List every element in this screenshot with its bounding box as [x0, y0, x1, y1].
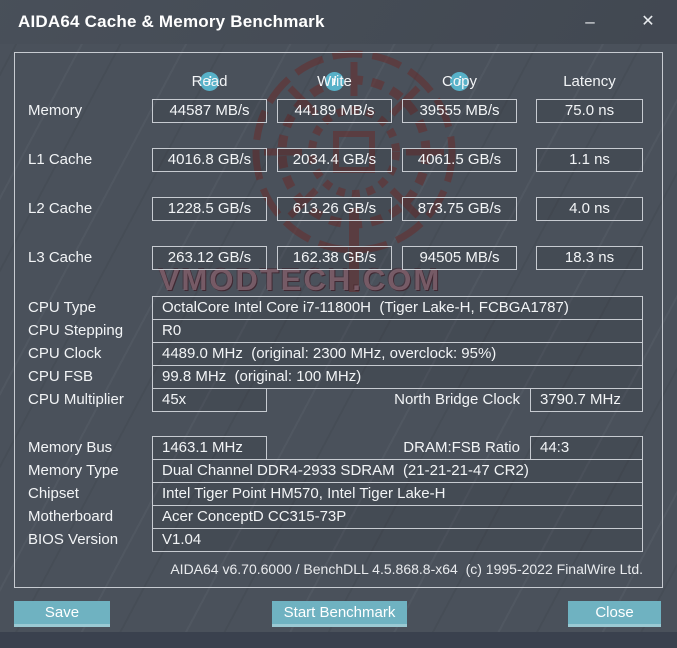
dram-fsb-ratio-value: 44:3	[530, 436, 643, 460]
cpu-type-value: OctalCore Intel Core i7-11800H (Tiger La…	[152, 296, 643, 320]
l2-copy-value: 873.75 GB/s	[402, 197, 517, 221]
l1-latency-value: 1.1 ns	[536, 148, 643, 172]
l1-read-value: 4016.8 GB/s	[152, 148, 267, 172]
motherboard-value: Acer ConceptD CC315-73P	[152, 505, 643, 529]
cpu-multiplier-value: 45x	[152, 388, 267, 412]
l3-latency-value: 18.3 ns	[536, 246, 643, 270]
l2-read-value: 1228.5 GB/s	[152, 197, 267, 221]
l2-write-value: 613.26 GB/s	[277, 197, 392, 221]
close-button[interactable]: Close	[568, 601, 661, 627]
memory-read-value: 44587 MB/s	[152, 99, 267, 123]
start-benchmark-button[interactable]: Start Benchmark	[272, 601, 407, 627]
write-info-icon[interactable]: i	[325, 71, 344, 91]
version-footer: AIDA64 v6.70.6000 / BenchDLL 4.5.868.8-x…	[170, 561, 643, 577]
north-bridge-clock-label: North Bridge Clock	[394, 391, 520, 408]
l1-write-value: 2034.4 GB/s	[277, 148, 392, 172]
l3-write-value: 162.38 GB/s	[277, 246, 392, 270]
l3-read-value: 263.12 GB/s	[152, 246, 267, 270]
row-label-l2-cache: L2 Cache	[28, 200, 93, 217]
row-label-l3-cache: L3 Cache	[28, 249, 93, 266]
read-info-icon[interactable]: i	[200, 71, 219, 91]
cpu-stepping-value: R0	[152, 319, 643, 343]
row-label-cpu-fsb: CPU FSB	[28, 368, 94, 385]
row-label-l1-cache: L1 Cache	[28, 151, 93, 168]
column-header-copy: Copy i	[402, 70, 517, 92]
close-icon[interactable]: ✕	[641, 13, 655, 30]
bios-version-value: V1.04	[152, 528, 643, 552]
cpu-fsb-value: 99.8 MHz (original: 100 MHz)	[152, 365, 643, 389]
column-header-read: Read i	[152, 70, 267, 92]
l1-copy-value: 4061.5 GB/s	[402, 148, 517, 172]
memory-write-value: 44189 MB/s	[277, 99, 392, 123]
write-header-label: Write	[317, 72, 352, 90]
row-label-bios-version: BIOS Version	[28, 531, 119, 548]
row-label-memory-bus: Memory Bus	[28, 439, 113, 456]
l3-copy-value: 94505 MB/s	[402, 246, 517, 270]
copy-info-icon[interactable]: i	[450, 71, 469, 91]
row-label-cpu-stepping: CPU Stepping	[28, 322, 124, 339]
titlebar: AIDA64 Cache & Memory Benchmark – ✕	[0, 0, 677, 44]
chipset-value: Intel Tiger Point HM570, Intel Tiger Lak…	[152, 482, 643, 506]
row-label-chipset: Chipset	[28, 485, 79, 502]
memory-copy-value: 39555 MB/s	[402, 99, 517, 123]
minimize-icon[interactable]: –	[585, 12, 595, 31]
row-label-memory-type: Memory Type	[28, 462, 119, 479]
latency-header-label: Latency	[563, 72, 616, 90]
memory-bus-value: 1463.1 MHz	[152, 436, 267, 460]
memory-type-value: Dual Channel DDR4-2933 SDRAM (21-21-21-4…	[152, 459, 643, 483]
north-bridge-clock-value: 3790.7 MHz	[530, 388, 643, 412]
benchmark-panel: Read i Write i Copy i Latency Memory 445…	[14, 52, 663, 588]
column-header-latency: Latency	[536, 70, 643, 92]
save-button[interactable]: Save	[14, 601, 110, 627]
bottom-strip	[0, 632, 677, 648]
row-label-motherboard: Motherboard	[28, 508, 114, 525]
row-label-cpu-multiplier: CPU Multiplier	[28, 391, 124, 408]
watermark-text: VMODTECH.COM	[158, 262, 442, 297]
row-label-cpu-clock: CPU Clock	[28, 345, 102, 362]
row-label-memory: Memory	[28, 102, 83, 119]
row-label-cpu-type: CPU Type	[28, 299, 97, 316]
l2-latency-value: 4.0 ns	[536, 197, 643, 221]
dram-fsb-ratio-label: DRAM:FSB Ratio	[403, 439, 520, 456]
memory-latency-value: 75.0 ns	[536, 99, 643, 123]
column-header-write: Write i	[277, 70, 392, 92]
cpu-clock-value: 4489.0 MHz (original: 2300 MHz, overcloc…	[152, 342, 643, 366]
vmodtech-logo-watermark	[252, 50, 456, 292]
read-header-label: Read	[191, 72, 228, 90]
copy-header-label: Copy	[441, 72, 478, 90]
window-title: AIDA64 Cache & Memory Benchmark	[18, 12, 325, 31]
